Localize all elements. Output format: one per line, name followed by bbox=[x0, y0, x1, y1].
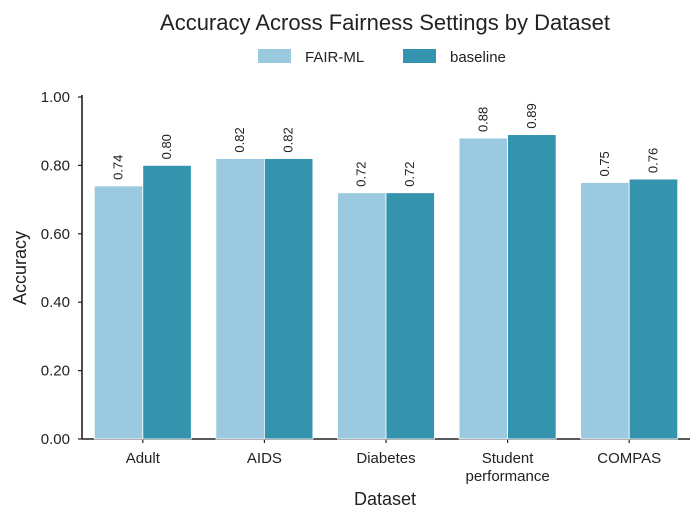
x-tick-label: Diabetes bbox=[356, 450, 415, 467]
bar-value-label: 0.74 bbox=[111, 155, 126, 180]
x-tick-label: COMPAS bbox=[597, 450, 661, 467]
bar-value-label: 0.72 bbox=[354, 161, 369, 186]
y-tick-label: 0.60 bbox=[41, 226, 70, 243]
y-axis-label: Accuracy bbox=[10, 231, 30, 305]
bar-value-label: 0.88 bbox=[475, 107, 490, 132]
y-axis: 0.00 0.20 0.40 0.60 0.80 1.00 bbox=[41, 89, 83, 448]
bar-value-label: 0.82 bbox=[281, 127, 296, 152]
bar-value-label: 0.75 bbox=[597, 151, 612, 176]
bar-baseline bbox=[628, 178, 679, 440]
x-tick-label: Adult bbox=[126, 450, 161, 467]
x-tick-label: Student performance bbox=[465, 450, 549, 485]
y-tick-label: 1.00 bbox=[41, 89, 70, 106]
bar-value-label: 0.72 bbox=[402, 161, 417, 186]
y-tick-label: 0.00 bbox=[41, 431, 70, 448]
bars bbox=[93, 134, 679, 440]
bar-value-label: 0.82 bbox=[232, 127, 247, 152]
bar-value-label: 0.80 bbox=[159, 134, 174, 159]
x-tick-label: AIDS bbox=[247, 450, 282, 467]
bar-baseline bbox=[385, 192, 435, 440]
bar-value-labels: 0.74 0.80 0.82 0.82 0.72 0.72 0.88 0.89 0.75 0.76 bbox=[111, 103, 661, 186]
bar-value-label: 0.76 bbox=[645, 148, 660, 173]
legend-label: baseline bbox=[450, 49, 506, 66]
bar-fair-ml bbox=[215, 158, 265, 440]
x-axis: Adult AIDS Diabetes Student performance COMPA… bbox=[82, 438, 690, 485]
legend-swatch-baseline bbox=[403, 49, 436, 63]
x-axis-label: Dataset bbox=[354, 489, 416, 509]
chart-title: Accuracy Across Fairness Settings by Dat… bbox=[160, 10, 610, 35]
y-tick-label: 0.80 bbox=[41, 157, 70, 174]
legend-label: FAIR-ML bbox=[305, 49, 364, 66]
bar-fair-ml bbox=[458, 137, 509, 440]
bar-fair-ml bbox=[337, 192, 387, 440]
bar-fair-ml bbox=[93, 185, 144, 440]
y-tick-label: 0.40 bbox=[41, 294, 70, 311]
bar-baseline bbox=[263, 158, 314, 440]
legend-swatch-fair-ml bbox=[258, 49, 291, 63]
bar-baseline bbox=[507, 134, 557, 440]
y-tick-label: 0.20 bbox=[41, 363, 70, 380]
bar-fair-ml bbox=[580, 182, 630, 440]
bar-value-label: 0.89 bbox=[524, 103, 539, 128]
legend: FAIR-ML baseline bbox=[258, 49, 506, 66]
bar-baseline bbox=[142, 164, 192, 440]
